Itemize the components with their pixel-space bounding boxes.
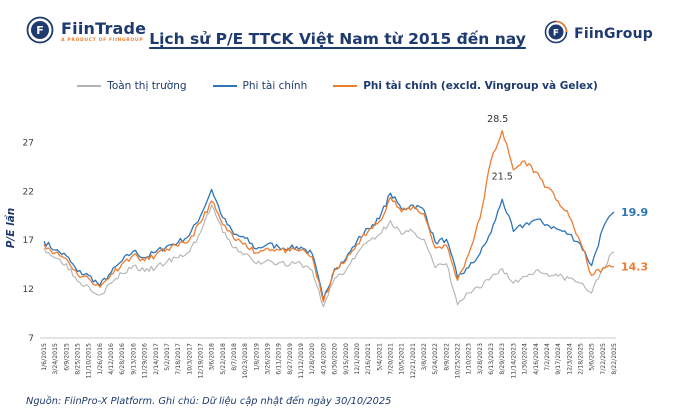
fiintrade-logo: F FiinTrade A PRODUCT OF FIINGROUP xyxy=(26,16,146,48)
x-tick-label: 9/17/2024 xyxy=(555,343,562,375)
x-tick-label: 11/14/2023 xyxy=(510,343,517,379)
x-tick-label: 8/27/2019 xyxy=(287,343,294,375)
x-tick-label: 12/1/2020 xyxy=(354,343,361,375)
source-note: Nguồn: FiinPro-X Platform. Ghi chú: Dữ l… xyxy=(26,396,392,407)
svg-text:F: F xyxy=(553,29,559,39)
legend-item-phi-tai-chinh: Phi tài chính xyxy=(212,80,308,92)
x-tick-label: 1/26/2016 xyxy=(97,343,104,375)
fiingroup-logo: F FiinGroup xyxy=(544,20,653,48)
annotation-label: 28.5 xyxy=(487,114,508,125)
series-end-value-label: 19.9 xyxy=(621,206,648,219)
y-tick-label: 12 xyxy=(23,285,34,295)
x-tick-label: 2/14/2017 xyxy=(153,343,160,375)
y-axis-title: P/E lần xyxy=(4,208,17,249)
series-line-toan-thi-truong xyxy=(43,204,615,308)
fiintrade-logo-icon: F xyxy=(26,16,54,48)
pe-history-line-chart: P/E lần 7 12 17 22 27 1/6/2015 3/24/2015 6/9/201… xyxy=(4,114,648,379)
series-line-phi-tai-chinh xyxy=(43,188,615,301)
x-tick-label: 4/16/2024 xyxy=(533,343,540,375)
x-tick-label: 9/15/2020 xyxy=(343,343,350,375)
svg-text:F: F xyxy=(36,24,44,37)
x-tick-label: 8/29/2023 xyxy=(499,343,506,375)
x-tick-label: 3/28/2023 xyxy=(477,343,484,375)
x-tick-label: 6/30/2020 xyxy=(332,343,339,375)
x-tick-label: 1/10/2023 xyxy=(466,343,473,375)
x-tick-label: 1/6/2015 xyxy=(41,343,48,371)
annotation-label: 21.5 xyxy=(492,172,513,183)
legend-label-phi-tai-chinh-excl-vingroup-gelex: Phi tài chính (excld. Vingroup và Gelex) xyxy=(363,80,598,92)
x-tick-label: 5/6/2025 xyxy=(589,343,596,371)
x-tick-label: 6/9/2015 xyxy=(63,343,70,371)
series-line-phi-tai-chinh-excl-vingroup-gelex xyxy=(43,130,615,303)
x-tick-label: 4/14/2020 xyxy=(320,343,327,375)
x-tick-label: 11/10/2015 xyxy=(86,343,93,379)
legend-item-toan-thi-truong: Toàn thị trường xyxy=(77,80,187,92)
x-tick-label: 6/11/2019 xyxy=(276,343,283,375)
y-tick-label: 27 xyxy=(23,138,34,148)
x-tick-label: 7/2/2024 xyxy=(544,343,551,371)
x-tick-label: 7/22/2025 xyxy=(600,343,607,375)
x-tick-label: 11/12/2019 xyxy=(298,343,305,379)
x-tick-label: 11/29/2016 xyxy=(142,343,149,379)
x-tick-label: 5/2/2017 xyxy=(164,343,171,371)
x-tick-label: 10/23/2018 xyxy=(242,343,249,379)
fiingroup-brand-name: FiinGroup xyxy=(574,26,653,42)
x-tick-label: 1/8/2019 xyxy=(253,343,260,371)
chart-legend: Toàn thị trường Phi tài chính Phi tài chín… xyxy=(0,80,675,92)
x-tick-label: 12/19/2017 xyxy=(197,343,204,379)
legend-item-phi-tai-chinh-excl-vingroup-gelex: Phi tài chính (excld. Vingroup và Gelex) xyxy=(333,80,598,92)
x-tick-label: 10/5/2021 xyxy=(399,343,406,375)
x-tick-label: 6/13/2023 xyxy=(488,343,495,375)
y-tick-label: 17 xyxy=(23,236,34,246)
x-tick-label: 1/30/2024 xyxy=(522,343,529,375)
series-end-value-label: 14.3 xyxy=(621,261,648,274)
x-tick-label: 4/12/2016 xyxy=(108,343,115,375)
x-tick-label: 2/16/2021 xyxy=(365,343,372,375)
x-tick-label: 6/28/2016 xyxy=(119,343,126,375)
x-tick-label: 8/9/2022 xyxy=(443,343,450,371)
legend-marker-toan-thi-truong xyxy=(77,85,102,87)
x-tick-label: 8/25/2015 xyxy=(75,343,82,375)
legend-label-toan-thi-truong: Toàn thị trường xyxy=(107,80,187,92)
fiingroup-logo-icon: F xyxy=(544,20,568,48)
x-tick-label: 10/25/2022 xyxy=(455,343,462,379)
x-tick-label: 10/3/2017 xyxy=(186,343,193,375)
x-tick-label: 7/20/2021 xyxy=(387,343,394,375)
x-tick-label: 1/28/2020 xyxy=(309,343,316,375)
y-tick-label: 7 xyxy=(28,334,34,344)
x-tick-label: 12/3/2024 xyxy=(566,343,573,375)
legend-marker-phi-tai-chinh-excl-vingroup-gelex xyxy=(333,85,358,87)
x-tick-label: 8/7/2018 xyxy=(231,343,238,371)
x-tick-label: 5/24/2022 xyxy=(432,343,439,375)
page-title: Lịch sử P/E TTCK Việt Nam từ 2015 đến na… xyxy=(149,30,526,48)
x-tick-label: 3/24/2015 xyxy=(52,343,59,375)
x-tick-label: 5/4/2021 xyxy=(376,343,383,371)
x-tick-label: 3/6/2018 xyxy=(209,343,216,371)
x-tick-label: 5/22/2018 xyxy=(220,343,227,375)
x-tick-label: 8/22/2025 xyxy=(611,343,618,375)
x-tick-label: 7/18/2017 xyxy=(175,343,182,375)
legend-marker-phi-tai-chinh xyxy=(212,85,237,87)
fiintrade-brand-tagline: A PRODUCT OF FIINGROUP xyxy=(61,37,144,43)
fiintrade-brand-name: FiinTrade xyxy=(61,18,147,38)
x-tick-label: 12/21/2021 xyxy=(410,343,417,379)
x-tick-label: 3/26/2019 xyxy=(265,343,272,375)
y-tick-label: 22 xyxy=(23,187,34,197)
x-tick-label: 3/8/2022 xyxy=(421,343,428,371)
x-tick-label: 2/18/2025 xyxy=(577,343,584,375)
legend-label-phi-tai-chinh: Phi tài chính xyxy=(242,80,308,92)
x-tick-label: 9/13/2016 xyxy=(130,343,137,375)
